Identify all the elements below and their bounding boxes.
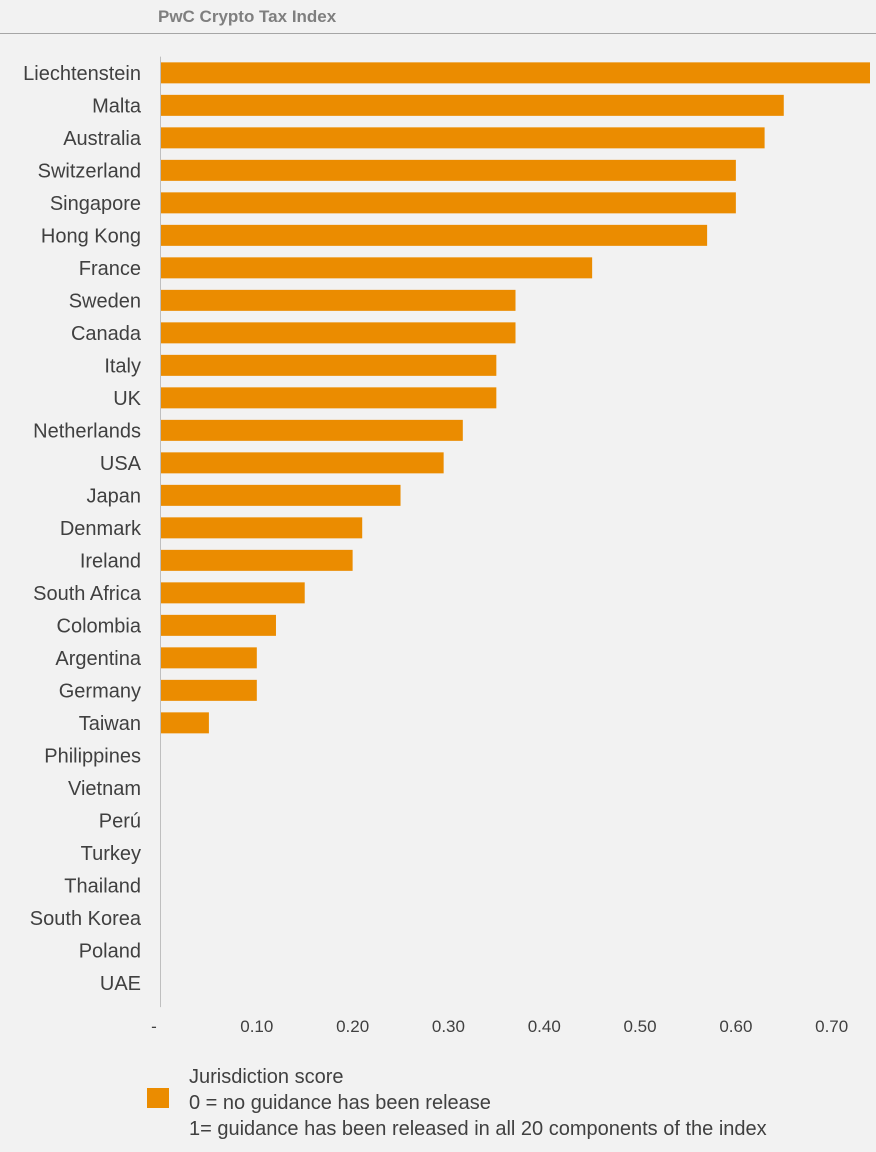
category-label: Italy (104, 355, 141, 377)
chart-title: PwC Crypto Tax Index (158, 7, 337, 26)
category-label: Colombia (57, 615, 142, 637)
bar (161, 582, 305, 604)
category-label: Sweden (69, 290, 141, 312)
bar (161, 354, 497, 376)
legend-line: 1= guidance has been released in all 20 … (189, 1118, 767, 1140)
legend-line: 0 = no guidance has been release (189, 1092, 491, 1114)
bar (161, 62, 870, 84)
category-label: South Africa (33, 583, 142, 605)
category-label: South Korea (30, 908, 142, 930)
category-label: Denmark (60, 518, 142, 540)
category-label: Switzerland (38, 160, 141, 182)
category-label: Perú (99, 810, 141, 832)
x-tick-label: 0.60 (719, 1017, 752, 1036)
category-label: Turkey (81, 843, 141, 865)
legend-text: Jurisdiction score 0 = no guidance has b… (189, 1064, 876, 1142)
bar (161, 322, 516, 344)
bar (161, 679, 257, 701)
category-label: Australia (63, 128, 142, 150)
x-tick-label: 0.30 (432, 1017, 465, 1036)
bar (161, 257, 593, 279)
legend-line: Jurisdiction score (189, 1066, 344, 1088)
bar (161, 94, 784, 116)
bar (161, 452, 444, 474)
category-label: Japan (87, 485, 142, 507)
bar (161, 419, 463, 441)
category-label: USA (100, 453, 142, 475)
category-label: Poland (79, 940, 141, 962)
x-tick-label: 0.10 (240, 1017, 273, 1036)
x-tick-label: - (151, 1017, 157, 1036)
category-label: Singapore (50, 193, 141, 215)
category-label: UK (113, 388, 141, 410)
bar (161, 517, 363, 539)
category-label: Ireland (80, 550, 141, 572)
bar (161, 712, 209, 734)
bar (161, 159, 736, 181)
category-label: Philippines (44, 745, 141, 767)
category-label: Taiwan (79, 713, 141, 735)
bar (161, 127, 765, 149)
bar (161, 224, 708, 246)
category-label: UAE (100, 973, 141, 995)
category-label: Liechtenstein (23, 63, 141, 85)
bar (161, 549, 353, 571)
x-tick-label: 0.70 (815, 1017, 848, 1036)
x-tick-label: 0.20 (336, 1017, 369, 1036)
bar (161, 614, 276, 636)
x-tick-label: 0.40 (528, 1017, 561, 1036)
category-label: Thailand (64, 875, 141, 897)
category-label: Canada (71, 323, 142, 345)
bar (161, 387, 497, 409)
category-label: France (79, 258, 141, 280)
title-divider (0, 33, 876, 34)
category-label: Netherlands (33, 420, 141, 442)
bar (161, 484, 401, 506)
bar-chart: Liechtenstein Malta Australia Switzerland Si… (23, 56, 870, 1036)
category-label: Argentina (55, 648, 141, 670)
category-label: Germany (59, 680, 141, 702)
x-tick-label: 0.50 (624, 1017, 657, 1036)
category-label: Vietnam (68, 778, 141, 800)
category-label: Malta (92, 95, 142, 117)
bar (161, 647, 257, 669)
bar (161, 289, 516, 311)
legend-swatch (147, 1088, 169, 1108)
bar (161, 192, 736, 214)
category-label: Hong Kong (41, 225, 141, 247)
